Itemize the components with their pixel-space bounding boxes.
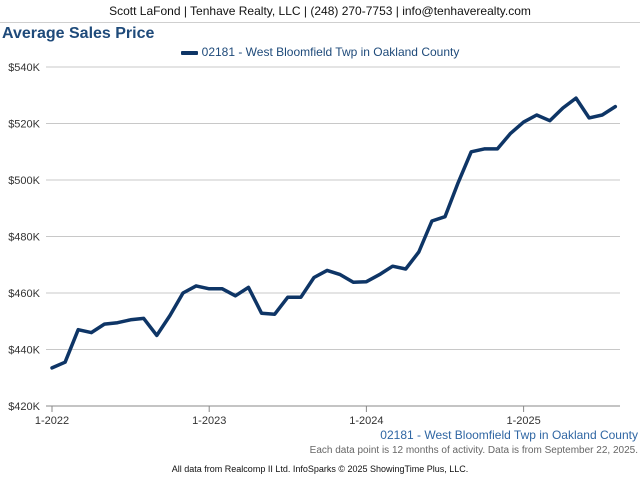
legend-swatch bbox=[180, 50, 198, 55]
chart-title: Average Sales Price bbox=[2, 25, 155, 42]
footer-series-label: 02181 - West Bloomfield Twp in Oakland C… bbox=[380, 428, 638, 442]
legend-label: 02181 - West Bloomfield Twp in Oakland C… bbox=[201, 45, 460, 59]
x-tick-label: 1-2022 bbox=[35, 415, 69, 427]
y-tick-label: $480K bbox=[8, 232, 40, 244]
y-tick-label: $520K bbox=[8, 119, 40, 131]
footer-note: Each data point is 12 months of activity… bbox=[309, 445, 638, 456]
x-tick-label: 1-2025 bbox=[506, 415, 540, 427]
series-line bbox=[50, 96, 618, 370]
y-tick-label: $440K bbox=[8, 345, 40, 357]
y-tick-label: $460K bbox=[8, 288, 40, 300]
x-tick-label: 1-2023 bbox=[192, 415, 226, 427]
y-tick-label: $540K bbox=[8, 62, 40, 74]
x-tick-label: 1-2024 bbox=[349, 415, 383, 427]
contact-banner: Scott LaFond | Tenhave Realty, LLC | (24… bbox=[0, 0, 640, 23]
footer-credit: All data from Realcomp II Ltd. InfoSpark… bbox=[171, 464, 469, 474]
chart-legend: 02181 - West Bloomfield Twp in Oakland C… bbox=[0, 45, 640, 59]
y-tick-label: $420K bbox=[8, 401, 40, 413]
y-tick-label: $500K bbox=[8, 175, 40, 187]
